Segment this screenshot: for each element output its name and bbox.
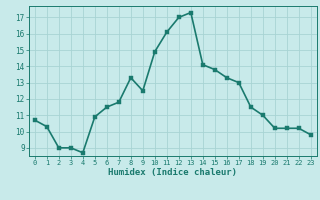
X-axis label: Humidex (Indice chaleur): Humidex (Indice chaleur) (108, 168, 237, 177)
